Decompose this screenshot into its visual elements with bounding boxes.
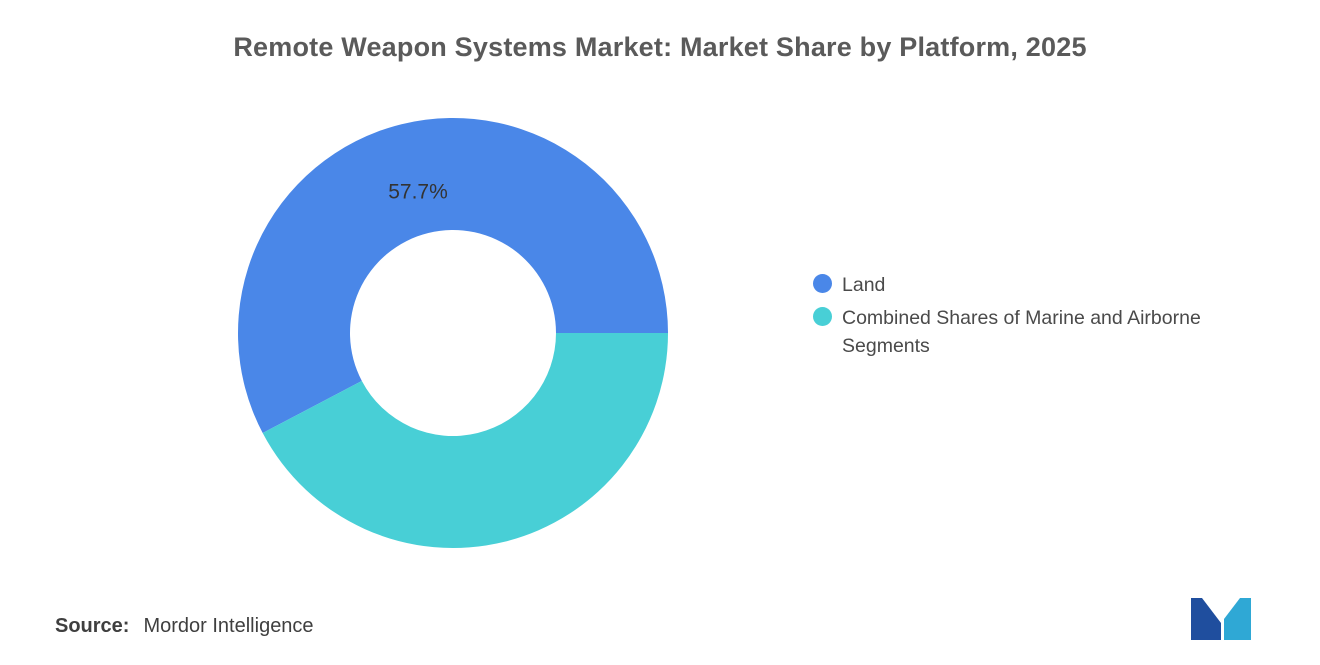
mordor-intelligence-logo xyxy=(1191,598,1251,640)
pie-slice-1[interactable] xyxy=(237,117,668,434)
donut-chart: 57.7% xyxy=(237,117,668,548)
donut-chart-area: 57.7% xyxy=(233,113,673,553)
chart-title: Remote Weapon Systems Market: Market Sha… xyxy=(233,32,1087,62)
legend-item-land[interactable]: Land xyxy=(813,271,1262,299)
source-line: Source: Mordor Intelligence xyxy=(55,615,314,638)
legend: Land Combined Shares of Marine and Airbo… xyxy=(813,271,1262,360)
source-value: Mordor Intelligence xyxy=(143,615,314,637)
legend-swatch-marine-airborne xyxy=(813,307,832,326)
legend-label-land: Land xyxy=(842,274,886,296)
logo-left-shape xyxy=(1191,598,1221,640)
logo-right-shape xyxy=(1224,598,1251,640)
legend-label-marine-airborne: Combined Shares of Marine and Airborne S… xyxy=(842,307,1201,357)
legend-item-marine-airborne[interactable]: Combined Shares of Marine and Airborne S… xyxy=(813,304,1262,360)
pie-slice-2[interactable] xyxy=(262,333,668,548)
source-label: Source: xyxy=(55,615,130,637)
legend-swatch-land xyxy=(813,274,832,293)
pie-slice-data-label: 57.7% xyxy=(388,180,448,203)
